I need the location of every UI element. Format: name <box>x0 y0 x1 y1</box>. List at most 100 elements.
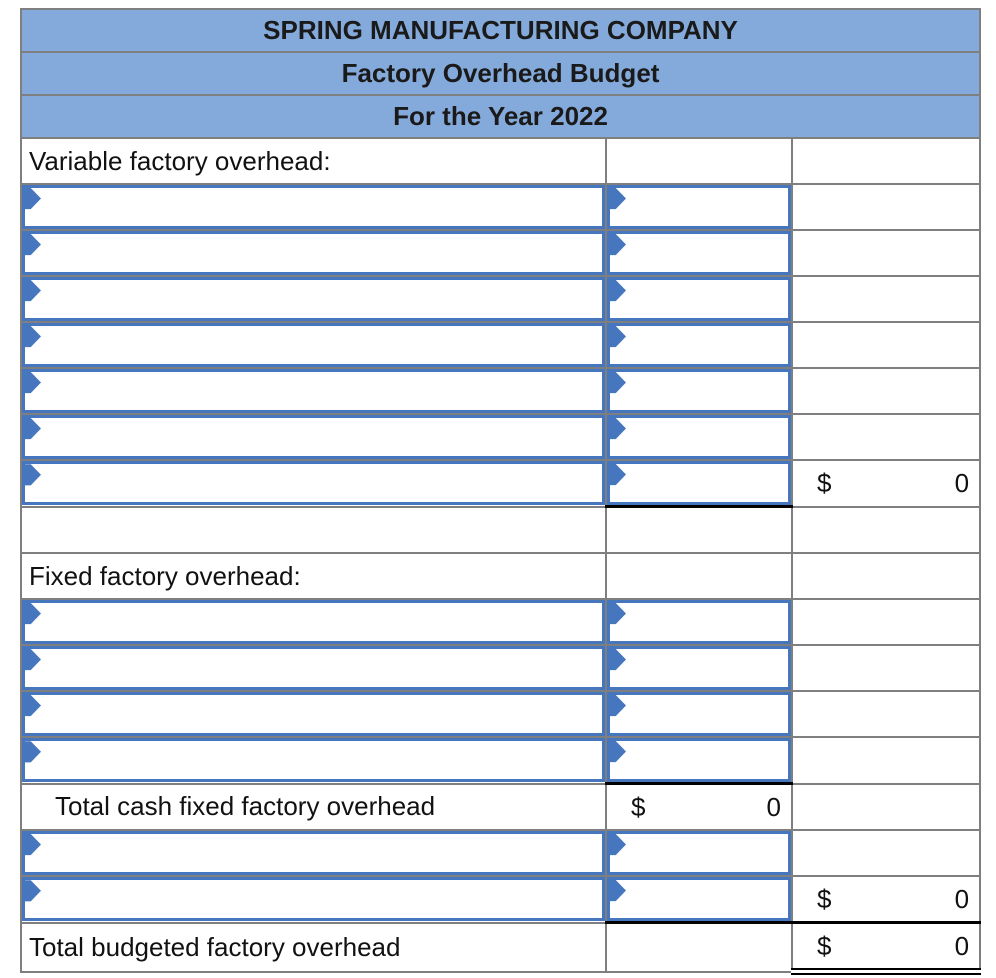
empty-cell <box>605 552 793 600</box>
fixed-section-row: Fixed factory overhead: <box>20 552 982 600</box>
dropdown-flag-icon <box>610 695 626 717</box>
empty-cell <box>790 413 982 461</box>
adjustment-item-1-amount-cell <box>605 829 793 877</box>
empty-cell <box>790 829 982 877</box>
variable-total-amount: 0 <box>954 467 970 498</box>
variable-item-6-description-dropdown[interactable] <box>23 416 604 458</box>
variable-item-2-amount-input[interactable] <box>608 232 790 274</box>
fixed-item-2-amount-input[interactable] <box>608 647 790 689</box>
dropdown-flag-icon <box>610 372 626 394</box>
total-cash-fixed-amount: 0 <box>766 791 781 822</box>
variable-item-4-description-cell <box>20 321 607 369</box>
variable-item-6-amount-input[interactable] <box>608 416 790 458</box>
variable-item-row-4 <box>20 321 982 369</box>
variable-item-7-amount-cell <box>605 459 793 508</box>
header-row-report: Factory Overhead Budget <box>19 51 982 96</box>
variable-item-1-description-dropdown[interactable] <box>23 186 604 228</box>
fixed-item-1-amount-input[interactable] <box>608 601 790 643</box>
fixed-section-label: Fixed factory overhead: <box>20 552 607 600</box>
dropdown-flag-icon <box>610 603 626 625</box>
variable-item-1-description-cell <box>20 183 607 231</box>
dropdown-flag-icon <box>25 880 41 902</box>
empty-cell <box>790 183 982 231</box>
variable-item-4-amount-input[interactable] <box>608 324 790 366</box>
adjustment-item-row-1 <box>20 829 982 877</box>
total-budgeted-label: Total budgeted factory overhead <box>20 921 607 973</box>
empty-cell <box>790 644 982 692</box>
variable-section-label: Variable factory overhead: <box>20 137 607 185</box>
empty-cell <box>605 137 793 185</box>
variable-item-row-5 <box>20 367 982 415</box>
dropdown-flag-icon <box>25 834 41 856</box>
variable-item-2-description-dropdown[interactable] <box>23 232 604 274</box>
adjustment-item-1-description-dropdown[interactable] <box>23 832 604 874</box>
empty-cell <box>20 505 607 554</box>
dropdown-flag-icon <box>610 326 626 348</box>
variable-item-5-description-dropdown[interactable] <box>23 370 604 412</box>
dropdown-flag-icon <box>25 603 41 625</box>
variable-item-3-amount-input[interactable] <box>608 278 790 320</box>
adjustment-item-2-amount-input[interactable] <box>608 877 790 920</box>
dropdown-flag-icon <box>25 695 41 717</box>
adjustment-item-2-description-cell <box>20 875 607 924</box>
total-cash-fixed-row: Total cash fixed factory overhead $0 <box>20 782 982 831</box>
dropdown-flag-icon <box>610 880 626 902</box>
empty-cell <box>605 921 793 973</box>
fixed-item-4-amount-cell <box>605 736 793 785</box>
variable-item-row-7: $0 <box>20 459 982 508</box>
adjustment-item-1-amount-input[interactable] <box>608 832 790 874</box>
spacer-row <box>20 505 982 554</box>
variable-item-7-description-dropdown[interactable] <box>23 461 604 505</box>
variable-item-row-6 <box>20 413 982 461</box>
empty-cell <box>790 690 982 738</box>
variable-item-row-2 <box>20 229 982 277</box>
variable-item-row-3 <box>20 275 982 323</box>
dropdown-flag-icon <box>610 234 626 256</box>
variable-item-1-amount-cell <box>605 183 793 231</box>
currency-symbol: $ <box>817 467 832 498</box>
variable-item-4-amount-cell <box>605 321 793 369</box>
variable-item-3-amount-cell <box>605 275 793 323</box>
adjustment-item-1-description-cell <box>20 829 607 877</box>
empty-cell <box>790 782 982 831</box>
variable-item-2-description-cell <box>20 229 607 277</box>
empty-cell <box>790 552 982 600</box>
budgeted-total-amount: 0 <box>954 930 970 961</box>
fixed-item-4-description-cell <box>20 736 607 785</box>
currency-symbol: $ <box>817 883 832 914</box>
variable-section-row: Variable factory overhead: <box>20 137 982 185</box>
dropdown-flag-icon <box>25 741 41 763</box>
dropdown-flag-icon <box>610 741 626 763</box>
factory-overhead-budget-sheet: SPRING MANUFACTURING COMPANY Factory Ove… <box>19 8 982 975</box>
fixed-item-2-description-dropdown[interactable] <box>23 647 604 689</box>
dropdown-flag-icon <box>610 464 626 486</box>
budget-table: SPRING MANUFACTURING COMPANY Factory Ove… <box>19 8 982 975</box>
empty-cell <box>605 505 793 554</box>
empty-cell <box>790 229 982 277</box>
fixed-item-4-amount-input[interactable] <box>608 738 790 781</box>
dropdown-flag-icon <box>610 649 626 671</box>
fixed-item-2-description-cell <box>20 644 607 692</box>
fixed-item-3-description-dropdown[interactable] <box>23 693 604 735</box>
variable-item-7-description-cell <box>20 459 607 508</box>
variable-item-5-amount-input[interactable] <box>608 370 790 412</box>
total-cash-fixed-value-cell: $0 <box>605 782 793 831</box>
fixed-item-3-amount-input[interactable] <box>608 693 790 735</box>
dropdown-flag-icon <box>610 418 626 440</box>
fixed-item-1-description-cell <box>20 598 607 646</box>
fixed-total-value-cell: $0 <box>790 875 982 924</box>
header-row-company: SPRING MANUFACTURING COMPANY <box>19 8 982 53</box>
report-title: Factory Overhead Budget <box>19 51 982 96</box>
variable-item-7-amount-input[interactable] <box>608 461 790 504</box>
fixed-item-4-description-dropdown[interactable] <box>23 738 604 782</box>
fixed-item-1-description-dropdown[interactable] <box>23 601 604 643</box>
adjustment-item-2-description-dropdown[interactable] <box>23 877 604 921</box>
dropdown-flag-icon <box>25 372 41 394</box>
empty-cell <box>790 736 982 785</box>
variable-item-5-description-cell <box>20 367 607 415</box>
variable-item-1-amount-input[interactable] <box>608 186 790 228</box>
variable-item-4-description-dropdown[interactable] <box>23 324 604 366</box>
variable-item-3-description-dropdown[interactable] <box>23 278 604 320</box>
dropdown-flag-icon <box>25 464 41 486</box>
variable-item-2-amount-cell <box>605 229 793 277</box>
